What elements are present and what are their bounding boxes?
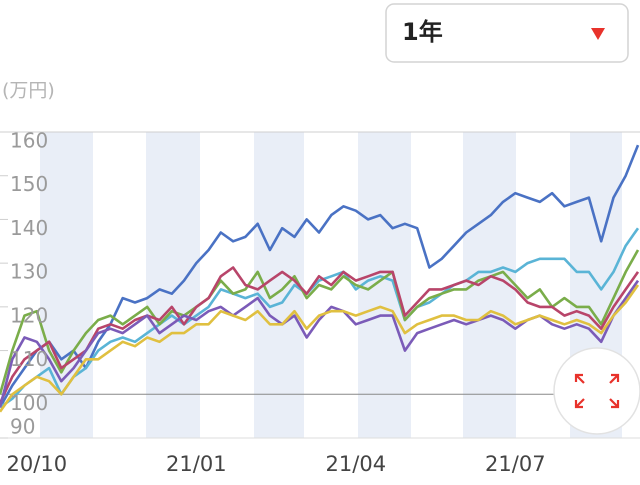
month-band <box>146 132 200 438</box>
y-tick-label: 90 <box>10 415 35 439</box>
dropdown-label[interactable]: 1年 <box>402 18 443 46</box>
month-band <box>358 132 411 438</box>
series-line <box>0 249 640 395</box>
y-tick-label: 110 <box>10 347 48 371</box>
y-tick-label: 140 <box>10 216 48 240</box>
plot <box>0 131 640 439</box>
y-tick-label: 150 <box>10 172 48 196</box>
series-line <box>0 279 640 408</box>
unit-label: (万円) <box>2 80 55 102</box>
x-tick-label: 21/04 <box>326 452 387 476</box>
series-line <box>0 284 640 413</box>
y-tick-label: 160 <box>10 129 48 153</box>
expand-circle[interactable] <box>553 347 640 435</box>
expand-button[interactable] <box>553 347 640 435</box>
dropdown-arrow[interactable] <box>591 28 605 40</box>
y-tick-label: 100 <box>10 391 48 415</box>
period-dropdown[interactable]: 1年 <box>385 3 629 63</box>
x-tick-label: 20/10 <box>7 452 68 476</box>
series-line <box>0 227 640 409</box>
series-line <box>0 266 640 404</box>
y-tick-label: 130 <box>10 260 48 284</box>
x-tick-label: 21/07 <box>485 452 546 476</box>
expand-icon[interactable] <box>574 373 620 409</box>
y-tick-label: 120 <box>10 303 48 327</box>
dropdown-box[interactable] <box>385 3 629 63</box>
x-tick-label: 21/01 <box>166 452 227 476</box>
